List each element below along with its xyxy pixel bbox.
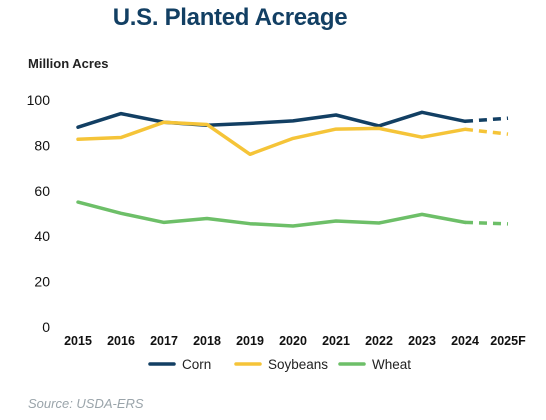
y-axis-label: Million Acres: [28, 56, 109, 71]
y-tick-label: 20: [34, 274, 50, 290]
x-tick-label: 2017: [150, 334, 178, 348]
legend-label-wheat: Wheat: [372, 357, 411, 372]
y-tick-label: 100: [27, 92, 51, 108]
x-tick-label: 2024: [451, 334, 479, 348]
x-tick-label: 2015: [64, 334, 92, 348]
series-line-corn: [76, 110, 467, 129]
series-projection-corn: [464, 116, 509, 124]
x-tick-label: 2020: [279, 334, 307, 348]
x-tick-label: 2021: [322, 334, 350, 348]
y-tick-label: 60: [34, 183, 50, 199]
x-tick-label: 2019: [236, 334, 264, 348]
chart-title: U.S. Planted Acreage: [112, 4, 348, 31]
x-axis-ticks: 2015 2016 2017 2018 2019 2020 2021 2022 2023 2024…: [64, 334, 526, 348]
y-tick-label: 80: [34, 137, 50, 153]
series-projection-soybeans: [464, 127, 509, 136]
y-tick-label: 40: [34, 228, 50, 244]
series-line-wheat: [76, 200, 467, 228]
series-lines: [76, 110, 509, 228]
x-tick-label: 2018: [193, 334, 221, 348]
legend-label-corn: Corn: [182, 357, 211, 372]
series-line-soybeans: [76, 120, 467, 157]
y-tick-label: 0: [42, 319, 50, 335]
series-projection-wheat: [464, 220, 509, 226]
x-tick-label: 2016: [107, 334, 135, 348]
legend: Corn Soybeans Wheat: [148, 357, 411, 372]
x-tick-label: 2023: [408, 334, 436, 348]
legend-label-soybeans: Soybeans: [268, 357, 328, 372]
x-tick-label: 2022: [365, 334, 393, 348]
x-tick-label: 2025F: [490, 334, 526, 348]
source-note: Source: USDA-ERS: [28, 396, 144, 411]
y-axis-ticks: 0 20 40 60 80 100: [27, 92, 51, 335]
